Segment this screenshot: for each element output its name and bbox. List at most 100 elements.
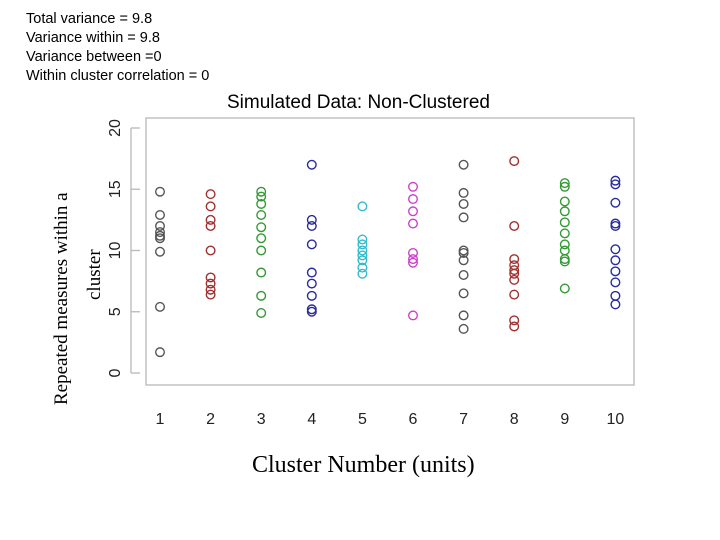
x-tick-label: 8 <box>510 411 519 428</box>
y-axis: 0 5 10 15 20 <box>107 119 140 377</box>
data-point <box>509 254 520 265</box>
data-point <box>559 245 570 256</box>
data-point <box>610 244 621 255</box>
data-point <box>256 233 267 244</box>
data-point <box>357 239 368 250</box>
y-tick-label: 5 <box>107 307 124 316</box>
data-point <box>306 159 317 170</box>
data-point <box>205 220 216 231</box>
data-point <box>610 277 621 288</box>
x-axis: 1 2 3 4 5 6 7 8 9 10 <box>156 411 625 428</box>
data-point <box>306 290 317 301</box>
data-point <box>408 254 419 265</box>
chart-title: Simulated Data: Non-Clustered <box>227 92 490 113</box>
data-point <box>509 220 520 231</box>
data-point <box>205 272 216 283</box>
data-point <box>509 274 520 285</box>
data-point <box>154 301 165 312</box>
data-point <box>559 283 570 294</box>
x-tick-label: 7 <box>459 411 468 428</box>
data-point <box>559 239 570 250</box>
data-point <box>205 201 216 212</box>
data-point <box>408 310 419 321</box>
x-tick-label: 1 <box>156 411 165 428</box>
variance-between-text: Variance between =0 <box>26 49 162 65</box>
data-point <box>559 178 570 189</box>
data-point <box>256 198 267 209</box>
data-points <box>154 156 621 358</box>
data-point <box>357 268 368 279</box>
data-point <box>306 278 317 289</box>
cluster-1-series <box>154 186 165 358</box>
cluster-8-series <box>509 156 520 332</box>
variance-within-text: Variance within = 9.8 <box>26 30 160 46</box>
data-point <box>610 255 621 266</box>
data-point <box>256 191 267 202</box>
data-point <box>357 201 368 212</box>
x-tick-label: 10 <box>607 411 625 428</box>
data-point <box>357 245 368 256</box>
data-point <box>559 217 570 228</box>
data-point <box>154 246 165 257</box>
data-point <box>610 266 621 277</box>
data-point <box>306 306 317 317</box>
data-point <box>306 220 317 231</box>
data-point <box>408 247 419 258</box>
cluster-6-series <box>408 181 419 321</box>
data-point <box>408 181 419 192</box>
data-point <box>306 214 317 225</box>
data-point <box>509 265 520 276</box>
data-point <box>559 228 570 239</box>
data-point <box>256 267 267 278</box>
data-point <box>509 156 520 167</box>
total-variance-text: Total variance = 9.8 <box>26 11 153 27</box>
data-point <box>357 255 368 266</box>
x-tick-label: 5 <box>358 411 367 428</box>
data-point <box>357 234 368 245</box>
data-point <box>610 299 621 310</box>
data-point <box>458 187 469 198</box>
data-point <box>205 289 216 300</box>
plot-frame <box>145 117 635 386</box>
cluster-2-series <box>205 189 216 300</box>
x-tick-label: 4 <box>307 411 316 428</box>
data-point <box>559 181 570 192</box>
data-point <box>408 257 419 268</box>
cluster-10-series <box>610 175 621 310</box>
y-tick-label: 15 <box>107 180 124 198</box>
y-tick-label: 10 <box>107 242 124 260</box>
data-point <box>205 284 216 295</box>
data-point <box>610 197 621 208</box>
data-point <box>357 250 368 261</box>
data-point <box>458 288 469 299</box>
data-point <box>509 289 520 300</box>
data-point <box>559 206 570 217</box>
data-point <box>256 307 267 318</box>
data-point <box>154 209 165 220</box>
data-point <box>559 196 570 207</box>
within-cluster-correlation-text: Within cluster correlation = 0 <box>26 68 210 84</box>
data-point <box>458 212 469 223</box>
data-point <box>357 262 368 273</box>
data-point <box>610 220 621 231</box>
data-point <box>256 222 267 233</box>
data-point <box>458 310 469 321</box>
data-point <box>458 323 469 334</box>
data-point <box>256 186 267 197</box>
y-tick-label: 20 <box>107 119 124 137</box>
data-point <box>154 220 165 231</box>
cluster-5-series <box>357 201 368 279</box>
data-point <box>205 245 216 256</box>
x-tick-label: 2 <box>206 411 215 428</box>
data-point <box>408 218 419 229</box>
data-point <box>256 245 267 256</box>
data-point <box>306 267 317 278</box>
data-point <box>205 214 216 225</box>
data-point <box>610 179 621 190</box>
x-tick-label: 6 <box>409 411 418 428</box>
data-point <box>256 209 267 220</box>
data-point <box>306 239 317 250</box>
data-point <box>205 189 216 200</box>
data-point <box>205 278 216 289</box>
